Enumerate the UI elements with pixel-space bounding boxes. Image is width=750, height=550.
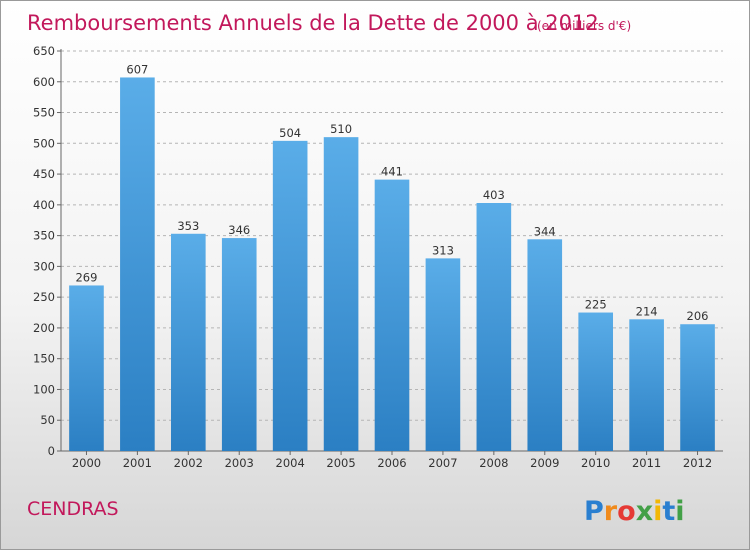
logo-letter: i: [653, 496, 662, 527]
logo-letter: x: [636, 496, 653, 527]
bar-2010: [578, 313, 613, 451]
x-tick-label-2001: 2001: [123, 456, 152, 470]
x-tick-label-2003: 2003: [225, 456, 254, 470]
x-tick-label-2009: 2009: [530, 456, 559, 470]
value-label-2011: 214: [636, 304, 658, 318]
y-tick-label: 250: [33, 290, 55, 304]
x-tick-label-2012: 2012: [683, 456, 712, 470]
bar-2002: [171, 234, 206, 451]
bar-2007: [426, 258, 461, 451]
y-tick-label: 600: [33, 75, 55, 89]
proxiti-logo: Proxiti: [584, 496, 685, 527]
value-label-2000: 269: [75, 270, 97, 284]
logo-letter: t: [662, 496, 675, 527]
commune-name: CENDRAS: [27, 498, 119, 520]
value-label-2002: 353: [177, 219, 199, 233]
value-label-2006: 441: [381, 165, 403, 179]
y-tick-label: 0: [48, 444, 55, 458]
value-label-2010: 225: [585, 298, 607, 312]
x-tick-label-2004: 2004: [276, 456, 305, 470]
x-tick-label-2010: 2010: [581, 456, 610, 470]
bar-2011: [629, 319, 664, 451]
bars: [69, 77, 715, 451]
y-tick-label: 50: [40, 413, 55, 427]
x-tick-label-2011: 2011: [632, 456, 661, 470]
bar-2006: [375, 180, 410, 451]
bar-2012: [680, 324, 715, 451]
y-tick-label: 450: [33, 167, 55, 181]
bar-2000: [69, 285, 104, 451]
value-label-2007: 313: [432, 243, 454, 257]
value-label-2012: 206: [687, 309, 709, 323]
logo-letter: r: [604, 496, 618, 527]
y-tick-label: 350: [33, 229, 55, 243]
x-tick-label-2008: 2008: [479, 456, 508, 470]
bar-2001: [120, 77, 155, 451]
y-tick-label: 100: [33, 382, 55, 396]
value-label-2004: 504: [279, 126, 301, 140]
logo-letter: o: [617, 496, 636, 527]
chart-title: Remboursements Annuels de la Dette de 20…: [27, 11, 599, 35]
y-tick-label: 150: [33, 352, 55, 366]
y-tick-label: 200: [33, 321, 55, 335]
bar-2005: [324, 137, 359, 451]
bar-2009: [527, 239, 562, 451]
value-label-2009: 344: [534, 224, 556, 238]
bar-2004: [273, 141, 308, 451]
x-tick-label-2005: 2005: [326, 456, 355, 470]
bar-2003: [222, 238, 257, 451]
bar-2008: [477, 203, 512, 451]
logo-letter: i: [675, 496, 684, 527]
chart-frame: Remboursements Annuels de la Dette de 20…: [0, 0, 750, 550]
x-tick-label-2002: 2002: [174, 456, 203, 470]
value-label-2001: 607: [126, 62, 148, 76]
y-tick-label: 650: [33, 44, 55, 58]
chart-subtitle: (en milliers d'€): [537, 19, 631, 33]
y-tick-label: 550: [33, 106, 55, 120]
value-label-2003: 346: [228, 223, 250, 237]
y-tick-label: 400: [33, 198, 55, 212]
x-tick-label-2007: 2007: [428, 456, 457, 470]
bar-chart: Remboursements Annuels de la Dette de 20…: [1, 1, 749, 549]
x-tick-label-2000: 2000: [72, 456, 101, 470]
y-tick-label: 300: [33, 259, 55, 273]
x-tick-label-2006: 2006: [377, 456, 406, 470]
value-label-2005: 510: [330, 122, 352, 136]
y-tick-label: 500: [33, 136, 55, 150]
logo-letter: P: [584, 496, 604, 527]
value-label-2008: 403: [483, 188, 505, 202]
